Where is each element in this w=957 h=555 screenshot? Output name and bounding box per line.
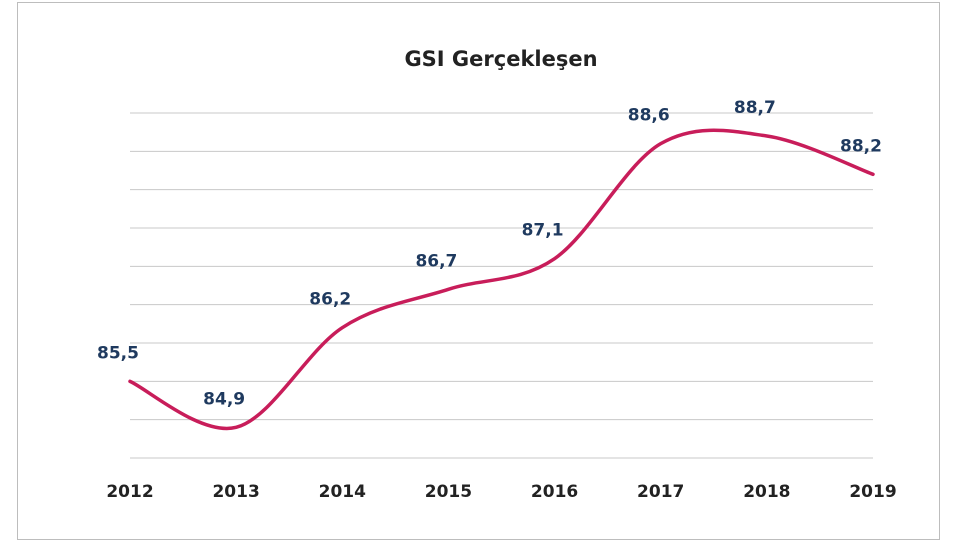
x-tick-label: 2016 xyxy=(531,482,578,502)
data-label: 86,7 xyxy=(415,251,457,271)
data-label: 85,5 xyxy=(97,343,139,363)
chart-border xyxy=(17,2,940,540)
x-tick-label: 2014 xyxy=(319,482,366,502)
x-tick-label: 2017 xyxy=(637,482,684,502)
x-tick-label: 2019 xyxy=(849,482,896,502)
data-label: 88,6 xyxy=(628,106,670,126)
data-label: 84,9 xyxy=(203,389,245,409)
x-tick-label: 2013 xyxy=(212,482,259,502)
data-label: 87,1 xyxy=(522,221,564,241)
data-label: 88,2 xyxy=(840,136,882,156)
x-tick-label: 2018 xyxy=(743,482,790,502)
data-label: 86,2 xyxy=(309,290,351,310)
line xyxy=(128,128,875,431)
data-label: 88,7 xyxy=(734,98,776,118)
x-tick-label: 2012 xyxy=(106,482,153,502)
chart-title: GSI Gerçekleşen xyxy=(404,47,597,71)
x-tick-label: 2015 xyxy=(425,482,472,502)
